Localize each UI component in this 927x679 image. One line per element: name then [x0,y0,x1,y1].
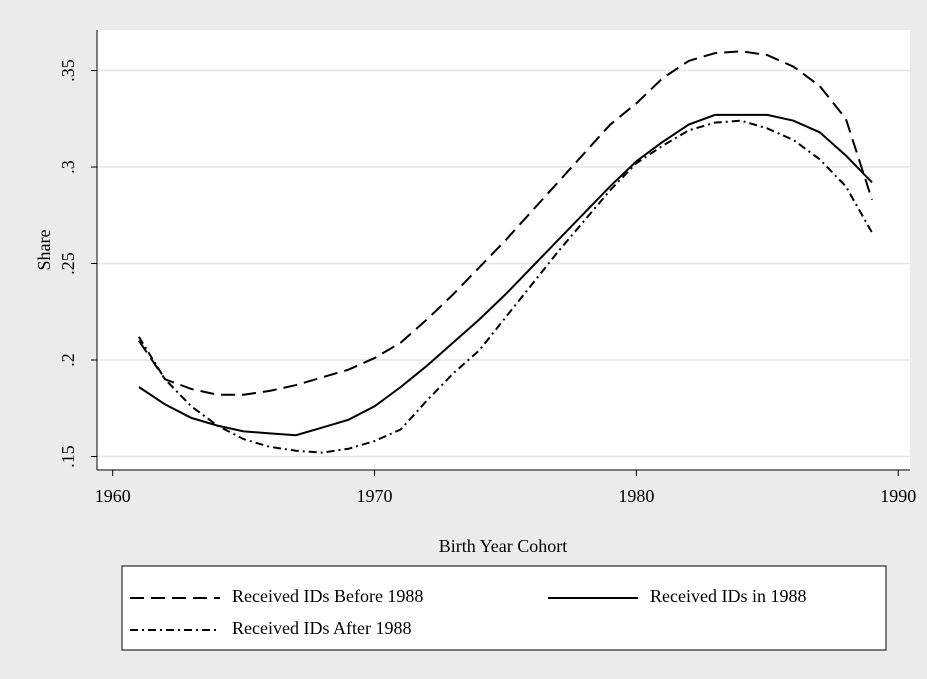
legend-label: Received IDs After 1988 [232,618,411,638]
x-tick-label: 1960 [95,486,131,506]
x-tick-label: 1970 [357,486,393,506]
series-line [138,119,873,454]
y-tick-label: .3 [58,160,78,174]
y-tick-label: .25 [58,252,78,275]
y-axis-label: Share [34,229,54,270]
x-tick-label: 1990 [880,486,916,506]
legend-label: Received IDs in 1988 [650,586,806,606]
series-line [138,50,873,396]
y-tick-label: .15 [58,445,78,468]
y-tick-label: .35 [58,59,78,82]
legend-box [121,565,887,651]
series-line [138,113,873,437]
plot-area [97,30,910,470]
legend-label: Received IDs Before 1988 [232,586,423,606]
x-axis-label: Birth Year Cohort [439,536,568,556]
y-tick-label: .2 [58,353,78,367]
x-tick-label: 1980 [618,486,654,506]
